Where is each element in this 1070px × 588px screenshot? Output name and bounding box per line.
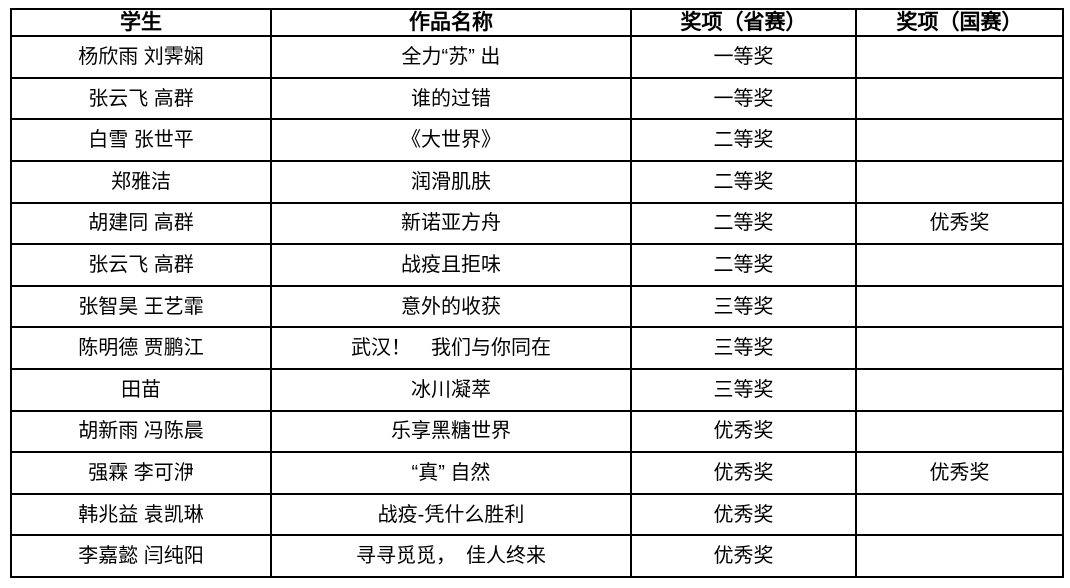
table-cell: 优秀奖: [630, 409, 857, 454]
table-row: 胡建同 高群 新诺亚方舟 二等奖 优秀奖: [10, 201, 1064, 246]
table-cell: [855, 76, 1064, 121]
table-cell: 冰川凝萃: [270, 367, 632, 412]
table-cell: 新诺亚方舟: [270, 201, 632, 246]
table-cell: 优秀奖: [630, 534, 857, 578]
table-cell: 二等奖: [630, 201, 857, 246]
table-cell: 田苗: [10, 367, 272, 412]
table-cell: 三等奖: [630, 284, 857, 329]
table-cell: 二等奖: [630, 118, 857, 162]
table-cell: [855, 534, 1064, 578]
table-row: 张云飞 高群 谁的过错 一等奖: [10, 76, 1064, 121]
table-cell: 战疫且拒味: [270, 243, 632, 287]
column-header-0: 学生: [10, 7, 272, 38]
table-header: 学生 作品名称 奖项（省赛） 奖项（国赛）: [10, 7, 1064, 38]
table-row: 强霖 李可洢 “真” 自然 优秀奖 优秀奖: [10, 451, 1064, 495]
table-cell: [855, 243, 1064, 287]
table-cell: 张智昊 王艺霏: [10, 284, 272, 329]
table-cell: [855, 326, 1064, 370]
table-cell: [855, 284, 1064, 329]
header-row: 学生 作品名称 奖项（省赛） 奖项（国赛）: [10, 7, 1064, 38]
table-row: 田苗 冰川凝萃 三等奖: [10, 367, 1064, 412]
table-cell: 武汉！ 我们与你同在: [270, 326, 632, 370]
column-header-1: 作品名称: [270, 7, 632, 38]
table-row: 张云飞 高群 战疫且拒味 二等奖: [10, 243, 1064, 287]
table-cell: 三等奖: [630, 367, 857, 412]
table-cell: 战疫-凭什么胜利: [270, 492, 632, 537]
table-cell: 白雪 张世平: [10, 118, 272, 162]
table-row: 李嘉懿 闫纯阳 寻寻觅觅， 佳人终来 优秀奖: [10, 534, 1064, 578]
table-cell: [855, 35, 1064, 79]
table-row: 白雪 张世平 《大世界》 二等奖: [10, 118, 1064, 162]
table-row: 韩兆益 袁凯琳 战疫-凭什么胜利 优秀奖: [10, 492, 1064, 537]
table-cell: 优秀奖: [855, 451, 1064, 495]
table-cell: 寻寻觅觅， 佳人终来: [270, 534, 632, 578]
table-cell: 二等奖: [630, 243, 857, 287]
table-cell: [855, 159, 1064, 204]
table-cell: 意外的收获: [270, 284, 632, 329]
table-cell: 二等奖: [630, 159, 857, 204]
column-header-3: 奖项（国赛）: [855, 7, 1064, 38]
table-body: 杨欣雨 刘霁娴 全力“苏” 出一等奖 张云飞 高群 谁的过错 一等奖 白雪 张世平 《大世界…: [10, 35, 1064, 578]
table-cell: “真” 自然: [270, 451, 632, 495]
table-cell: 张云飞 高群: [10, 76, 272, 121]
table-row: 郑雅洁 润滑肌肤 二等奖: [10, 159, 1064, 204]
table-cell: 一等奖: [630, 76, 857, 121]
table-cell: [855, 409, 1064, 454]
column-header-2: 奖项（省赛）: [630, 7, 857, 38]
table-cell: 谁的过错: [270, 76, 632, 121]
table-cell: 润滑肌肤: [270, 159, 632, 204]
table-cell: 郑雅洁: [10, 159, 272, 204]
table-cell: 胡新雨 冯陈晨: [10, 409, 272, 454]
table-cell: 优秀奖: [630, 492, 857, 537]
table-row: 张智昊 王艺霏 意外的收获 三等奖: [10, 284, 1064, 329]
table-cell: 一等奖: [630, 35, 857, 79]
table-cell: 全力“苏” 出: [270, 35, 632, 79]
table-cell: 张云飞 高群: [10, 243, 272, 287]
table-cell: 陈明德 贾鹏江: [10, 326, 272, 370]
table-cell: 韩兆益 袁凯琳: [10, 492, 272, 537]
table-cell: [855, 367, 1064, 412]
table-row: 杨欣雨 刘霁娴 全力“苏” 出一等奖: [10, 35, 1064, 79]
table-cell: [855, 492, 1064, 537]
table-cell: 优秀奖: [855, 201, 1064, 246]
table-cell: 乐享黑糖世界: [270, 409, 632, 454]
table-row: 胡新雨 冯陈晨 乐享黑糖世界 优秀奖: [10, 409, 1064, 454]
table-cell: 杨欣雨 刘霁娴: [10, 35, 272, 79]
table-cell: [855, 118, 1064, 162]
table-cell: 三等奖: [630, 326, 857, 370]
table-cell: 优秀奖: [630, 451, 857, 495]
table-cell: 《大世界》: [270, 118, 632, 162]
table-cell: 强霖 李可洢: [10, 451, 272, 495]
table-cell: 李嘉懿 闫纯阳: [10, 534, 272, 578]
table-cell: 胡建同 高群: [10, 201, 272, 246]
table-row: 陈明德 贾鹏江 武汉！ 我们与你同在 三等奖: [10, 326, 1064, 370]
student-awards-table: 学生 作品名称 奖项（省赛） 奖项（国赛） 杨欣雨 刘霁娴 全力“苏” 出一等奖 张云飞 …: [10, 7, 1064, 578]
